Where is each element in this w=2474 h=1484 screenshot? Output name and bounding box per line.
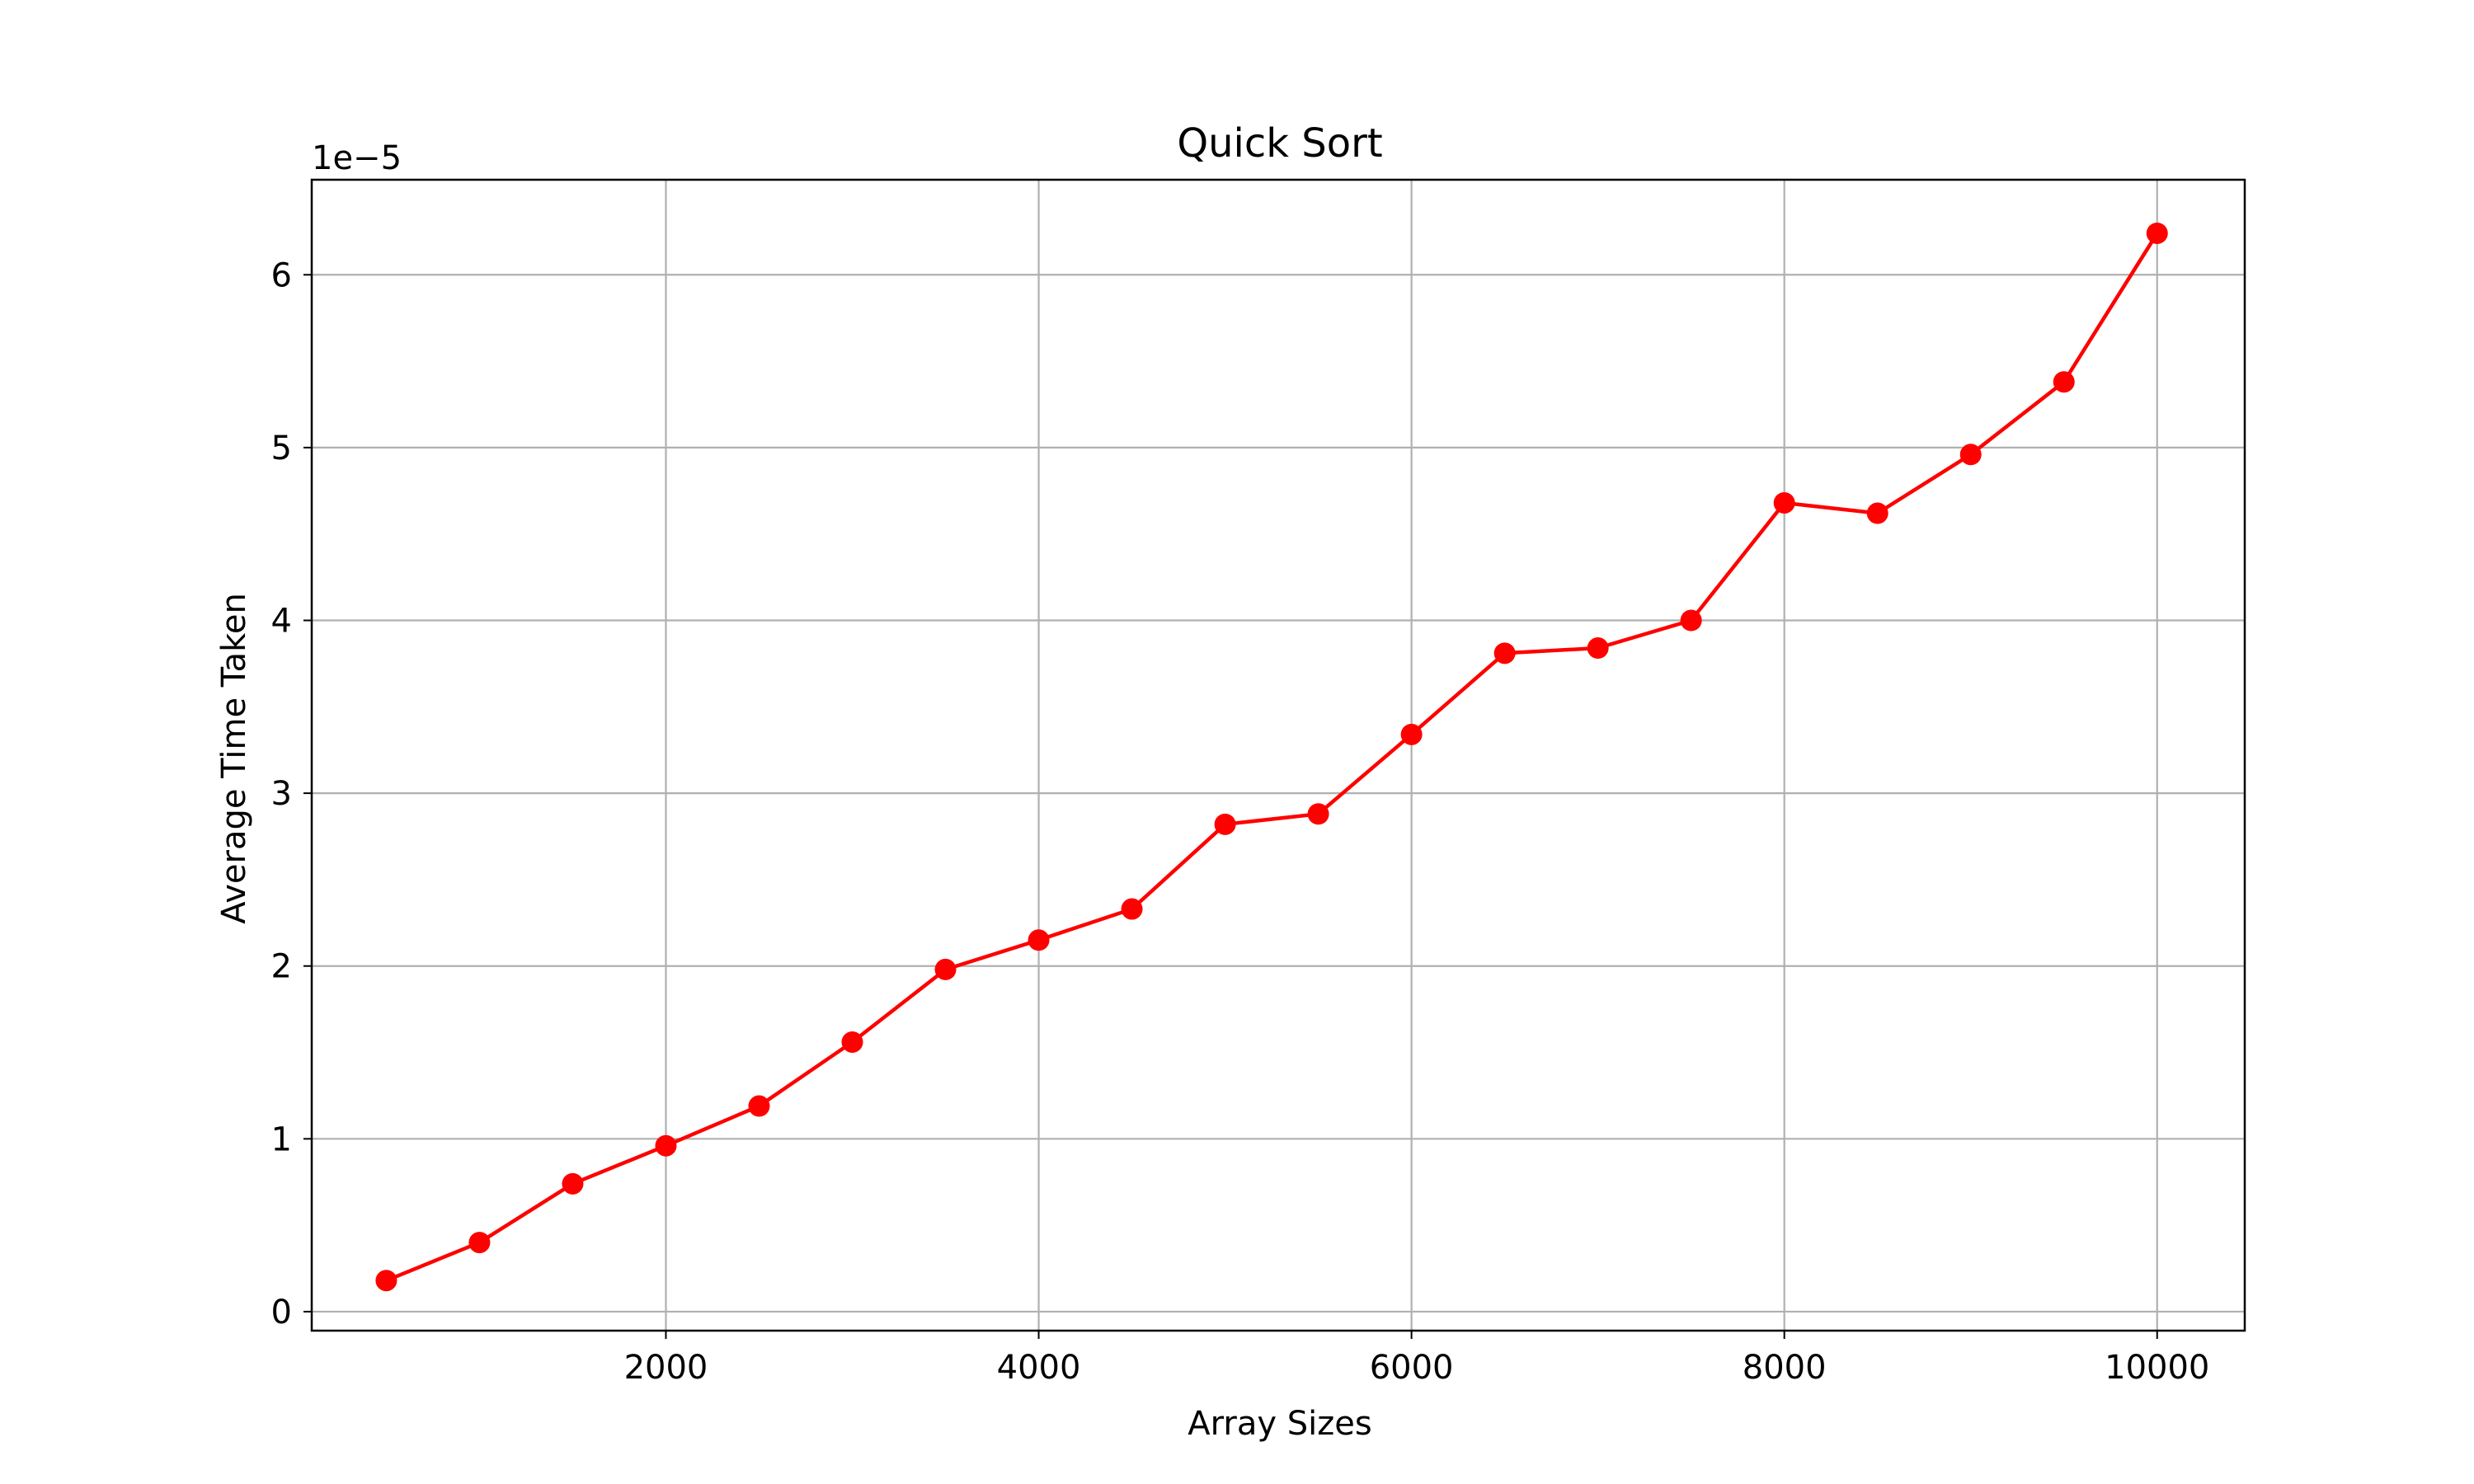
data-point — [1121, 898, 1143, 920]
data-point — [1214, 813, 1236, 835]
y-axis-label: Average Time Taken — [215, 593, 253, 924]
y-tick-label: 5 — [271, 430, 292, 467]
y-tick-label: 2 — [271, 948, 292, 986]
x-tick-label: 4000 — [997, 1349, 1081, 1387]
data-point — [1587, 637, 1609, 660]
data-point — [1307, 803, 1329, 825]
data-point — [1866, 502, 1888, 524]
x-tick-label: 6000 — [1370, 1349, 1454, 1387]
grid-lines — [312, 180, 2245, 1331]
x-tick-label: 8000 — [1743, 1349, 1827, 1387]
data-point — [1959, 444, 1982, 466]
y-tick-label: 1 — [271, 1120, 292, 1158]
x-tick-label: 2000 — [624, 1349, 708, 1387]
data-point — [748, 1095, 770, 1117]
data-point — [1773, 491, 1795, 514]
y-tick-label: 3 — [271, 775, 292, 813]
data-point — [2146, 222, 2168, 244]
y-tick-label: 4 — [271, 603, 292, 641]
x-axis-label: Array Sizes — [1188, 1405, 1371, 1443]
data-point — [468, 1232, 491, 1254]
y-axis-ticks: 0 1 2 3 4 5 6 — [271, 256, 312, 1331]
data-point — [1028, 929, 1050, 951]
data-point — [1680, 609, 1702, 632]
data-point — [1400, 723, 1423, 745]
y-tick-label: 6 — [271, 256, 292, 294]
x-tick-label: 10000 — [2105, 1349, 2209, 1387]
data-point — [2053, 371, 2075, 393]
data-point — [655, 1134, 677, 1157]
y-axis-offset-label: 1e−5 — [312, 139, 402, 177]
data-series — [375, 222, 2168, 1292]
data-point — [375, 1270, 397, 1292]
data-point — [841, 1031, 863, 1053]
x-axis-ticks: 2000 4000 6000 8000 10000 — [624, 1331, 2209, 1387]
data-point — [934, 958, 957, 980]
plot-frame — [310, 178, 2246, 1332]
y-tick-label: 0 — [271, 1294, 292, 1331]
chart-title: Quick Sort — [1177, 120, 1382, 167]
data-point — [562, 1172, 584, 1195]
data-point — [1493, 642, 1516, 665]
series-line — [385, 232, 2159, 1283]
